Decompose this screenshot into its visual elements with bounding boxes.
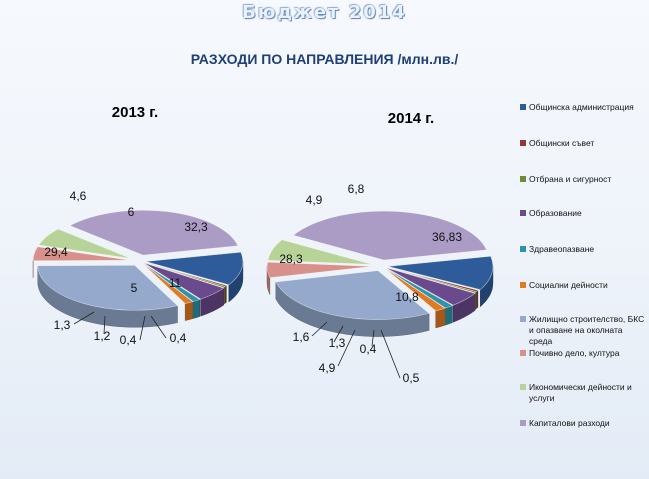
pie-2013: 2013 г. 11 0,4 0,4 5 1,2 1,3 29,4 4,6 6 32,3 [32,104,244,347]
pie-slice [387,255,494,291]
data-label: 1,3 [54,318,71,332]
data-label: 5 [131,281,138,295]
pie-slice [385,267,476,306]
legend-label: Почивно дело, култура [529,348,620,358]
leader-line [150,315,167,339]
data-label: 0,5 [403,371,420,385]
leader-line [371,329,375,347]
data-label: 36,83 [432,230,462,244]
legend-label: Здравеопазване [529,244,595,254]
leader-line [139,315,146,341]
pie-slice-side [184,301,193,321]
pie-title: 2013 г. [112,104,158,121]
data-label: 1,3 [329,336,346,350]
pie-slice [275,270,430,320]
pie-slice-side [475,289,479,310]
data-label: 29,4 [44,245,68,259]
legend-label: Общински съвет [529,138,595,148]
legend-swatch [520,316,526,322]
legend-item: Икономически дейности и услуги [520,382,646,404]
data-label: 6,8 [348,182,365,196]
pie-slice [267,239,373,265]
legend-swatch [520,210,526,216]
legend-item: Социални дейности [520,280,646,291]
pie-slice [266,261,373,279]
pie-slice [292,210,488,261]
data-label: 1,6 [293,330,310,344]
pie-slice [145,251,244,286]
data-label: 1,2 [94,329,111,343]
pie-title: 2014 г. [388,110,434,127]
pie-slice [384,267,454,309]
data-label: 4,9 [306,193,323,207]
leader-line [333,325,344,343]
pie-slice [142,262,194,304]
pie-slice-side [435,307,446,329]
pie-slice [143,261,226,288]
legend-item: Здравеопазване [520,244,646,255]
legend-swatch [520,246,526,252]
data-label: 0,4 [170,331,187,345]
legend-label: Социални дейности [529,280,608,290]
pie-slice [142,262,201,302]
data-label: 28,3 [279,252,303,266]
legend-item: Жилищно строителство, БКС и опазване на … [520,314,646,347]
legend-swatch [520,282,526,288]
legend-swatch [520,384,526,390]
pie-slice [38,228,132,259]
data-label: 10,8 [395,290,419,304]
legend-item: Образование [520,208,646,219]
legend-label: Общинска администрация [529,102,634,112]
pie-slice [69,209,239,256]
legend-label: Жилищно строителство, БКС и опазване на … [529,314,645,346]
pie-slice [384,267,446,312]
data-label: 6 [128,205,135,219]
legend-swatch [520,420,526,426]
legend-item: Общински съвет [520,138,646,149]
legend-label: Икономически дейности и услуги [529,382,632,403]
legend-item: Отбрана и сигурност [520,174,646,185]
page-title: Бюджет 2014 [242,2,407,23]
legend-swatch [520,176,526,182]
pie-2014: 2014 г. 10,8 0,5 0,4 4,9 1,3 1,6 28,3 4,9 6,8 36,8… [266,110,494,385]
pie-slice [32,246,131,262]
legend-label: Капиталови разходи [529,418,610,428]
pie-slice [37,264,179,311]
leader-line [73,311,95,325]
leader-line [311,321,328,337]
legend-swatch [520,104,526,110]
data-label: 0,4 [360,342,377,356]
leader-line [103,315,106,335]
pie-slice-side [192,299,200,319]
legend-swatch [520,350,526,356]
legend-swatch [520,140,526,146]
data-label: 0,4 [120,333,137,347]
data-label: 32,3 [184,220,208,234]
pie-slice [385,266,477,294]
pie-slice-side [445,305,453,326]
data-label: 4,9 [319,361,336,375]
pie-slice [143,262,225,300]
leader-line [380,329,401,379]
legend-label: Отбрана и сигурност [529,174,612,184]
data-label: 11 [169,276,182,290]
legend-item: Почивно дело, култура [520,348,646,359]
data-label: 4,6 [70,189,87,203]
legend-label: Образование [529,208,582,218]
chart-subtitle: РАЗХОДИ ПО НАПРАВЛЕНИЯ /млн.лв./ [190,51,459,67]
pie-slice-side [224,284,227,304]
leader-line [337,329,356,367]
legend-item: Общинска администрация [520,102,646,113]
legend-item: Капиталови разходи [520,418,646,429]
